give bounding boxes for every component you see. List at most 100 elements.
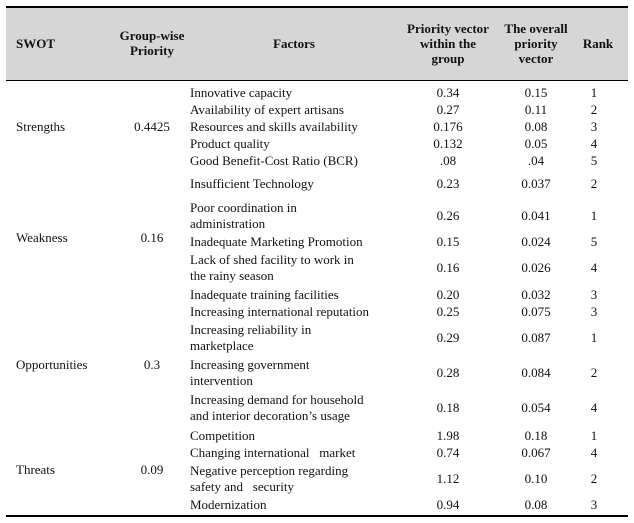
factor-cell: Lack of shed facility to work in the rain… — [190, 251, 404, 285]
rank-cell: 1 — [590, 208, 598, 223]
factor-text: Inadequate Marketing Promotion — [190, 233, 363, 249]
rank-cell: 2 — [590, 364, 598, 380]
factor-cell: Poor coordination in administration — [190, 199, 404, 233]
factor-line: Poor coordination in — [190, 200, 297, 215]
factor-text: Competition — [190, 427, 255, 443]
overall-priority-cell: 0.075 — [521, 303, 551, 319]
factor-cell: Resources and skills availability — [190, 118, 404, 135]
priority-vector-cell: 0.34 — [436, 84, 460, 100]
factor-line: marketplace — [190, 337, 254, 353]
priority-vector-cell: .08 — [439, 152, 457, 168]
table-row: Innovative capacity 0.34 0.15 1 — [6, 84, 628, 101]
factor-line: Negative perception regarding — [190, 462, 349, 478]
group-name: Threats — [16, 462, 55, 477]
table-row: Poor coordination in administration 0.26 0.… — [6, 199, 628, 233]
table-row: Increasing international reputation 0.25 0… — [6, 303, 628, 320]
table-top-rule — [6, 6, 628, 8]
factor-line: Lack of shed facility to work in — [190, 252, 354, 267]
factor-cell: Good Benefit-Cost Ratio (BCR) — [190, 152, 404, 169]
table-row: Competition 1.98 0.18 1 — [6, 427, 628, 444]
group-priority: 0.4425 — [134, 118, 170, 134]
factor-text: Product quality — [190, 135, 270, 151]
priority-vector-cell: 0.28 — [436, 364, 460, 380]
overall-priority-cell: 0.084 — [521, 364, 551, 380]
factor-text: Changing international market — [190, 444, 356, 460]
rank-cell: 4 — [590, 260, 598, 275]
factor-cell: Changing international market — [190, 444, 404, 461]
table-row: Inadequate training facilities 0.20 0.032 3 — [6, 286, 628, 303]
overall-priority-cell: 0.041 — [521, 208, 551, 223]
group-priority: 0.09 — [140, 462, 164, 477]
factor-cell: Modernization — [190, 496, 404, 513]
factor-cell: Increasing demand for household and inter… — [190, 390, 404, 426]
rank-cell: 3 — [590, 286, 598, 302]
factor-line: Increasing government — [190, 356, 310, 372]
priority-vector-cell: 0.27 — [436, 101, 460, 117]
overall-priority-cell: 0.11 — [524, 101, 548, 117]
group-name: Opportunities — [16, 356, 88, 372]
factor-text: Insufficient Technology — [190, 176, 314, 191]
group-name: Strengths — [16, 118, 66, 134]
table-row: Increasing government intervention 0.28 0.0… — [6, 355, 628, 390]
rank-cell: 4 — [590, 444, 598, 460]
overall-priority-cell: 0.15 — [524, 84, 548, 100]
factor-cell: Increasing government intervention — [190, 355, 404, 390]
rank-cell: 1 — [590, 427, 598, 443]
table-row: Insufficient Technology 0.23 0.037 2 — [6, 172, 628, 196]
factor-line: safety and security — [190, 478, 294, 494]
group-priority: 0.16 — [140, 229, 164, 245]
factor-line: and interior decoration’s usage — [190, 408, 350, 423]
group-priority: 0.3 — [143, 356, 161, 372]
factor-cell: Insufficient Technology — [190, 172, 404, 196]
rank-cell: 3 — [590, 303, 598, 319]
factor-cell: Increasing international reputation — [190, 303, 404, 320]
factor-text: Resources and skills availability — [190, 118, 358, 134]
priority-vector-cell: 0.132 — [433, 135, 463, 151]
priority-vector-cell: 0.20 — [436, 286, 460, 302]
overall-priority-cell: 0.10 — [524, 470, 548, 486]
table-row: Changing international market 0.74 0.067 4 — [6, 444, 628, 461]
overall-priority-cell: 0.037 — [521, 176, 551, 191]
overall-priority-cell: 0.08 — [524, 118, 548, 134]
factor-text: Increasing international reputation — [190, 303, 370, 319]
table-row: Lack of shed facility to work in the rain… — [6, 251, 628, 285]
header-overall-priority: The overall priority vector — [504, 20, 568, 66]
rank-cell: 1 — [590, 84, 598, 100]
factor-text: Good Benefit-Cost Ratio (BCR) — [190, 152, 358, 168]
rank-cell: 4 — [590, 135, 598, 151]
factor-cell: Negative perception regarding safety and … — [190, 461, 404, 496]
factor-cell: Availability of expert artisans — [190, 101, 404, 118]
rank-cell: 1 — [590, 329, 598, 345]
priority-vector-cell: 0.23 — [436, 176, 460, 191]
table-row: Inadequate Marketing Promotion 0.15 0.024 5 — [6, 233, 628, 250]
overall-priority-cell: 0.054 — [521, 400, 551, 415]
overall-priority-cell: 0.026 — [521, 260, 551, 275]
table-row: Increasing reliability in marketplace 0.29… — [6, 320, 628, 355]
table-row: Negative perception regarding safety and … — [6, 461, 628, 496]
overall-priority-cell: 0.087 — [521, 329, 551, 345]
rank-cell: 2 — [590, 176, 598, 191]
rank-cell: 3 — [590, 496, 598, 512]
priority-vector-cell: 0.94 — [436, 496, 460, 512]
factor-cell: Innovative capacity — [190, 84, 404, 101]
rank-cell: 3 — [590, 118, 598, 134]
factor-cell: Inadequate Marketing Promotion — [190, 233, 404, 250]
overall-priority-cell: .04 — [527, 152, 545, 168]
overall-priority-cell: 0.05 — [524, 135, 548, 151]
factor-line: administration — [190, 216, 266, 231]
overall-priority-cell: 0.024 — [521, 233, 551, 249]
table-row: Product quality 0.132 0.05 4 — [6, 135, 628, 152]
table-row: Good Benefit-Cost Ratio (BCR) .08 .04 5 — [6, 152, 628, 169]
priority-vector-cell: 0.176 — [433, 118, 463, 134]
table-bottom-rule — [6, 515, 628, 517]
table-row: Availability of expert artisans 0.27 0.11 2 — [6, 101, 628, 118]
swot-priority-table: SWOT Group-wise Priority Factors Priorit… — [6, 6, 628, 517]
priority-vector-cell: 0.15 — [436, 233, 460, 249]
header-priority-vector: Priority vector within the group — [407, 20, 489, 66]
priority-vector-cell: 1.98 — [436, 427, 460, 443]
table-row: Increasing demand for household and inter… — [6, 390, 628, 426]
factor-text: Modernization — [190, 496, 267, 512]
factor-text: Innovative capacity — [190, 84, 293, 100]
rank-cell: 2 — [590, 101, 598, 117]
table-row: Modernization 0.94 0.08 3 — [6, 496, 628, 513]
